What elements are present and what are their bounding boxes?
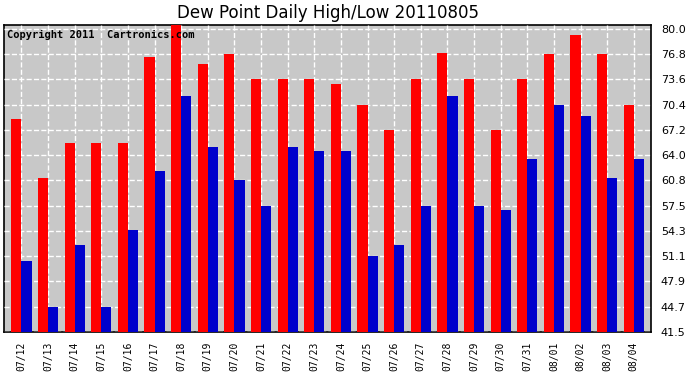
- Bar: [118, 143, 128, 332]
- Bar: [474, 206, 484, 332]
- Bar: [181, 96, 191, 332]
- Bar: [11, 120, 21, 332]
- Bar: [128, 230, 138, 332]
- Bar: [411, 80, 421, 332]
- Bar: [38, 178, 48, 332]
- Bar: [580, 116, 591, 332]
- Bar: [368, 256, 377, 332]
- Bar: [144, 57, 155, 332]
- Bar: [634, 159, 644, 332]
- Bar: [315, 151, 324, 332]
- Bar: [464, 80, 474, 332]
- Bar: [394, 245, 404, 332]
- Bar: [261, 206, 271, 332]
- Bar: [21, 261, 32, 332]
- Bar: [155, 171, 165, 332]
- Bar: [518, 80, 527, 332]
- Bar: [304, 80, 315, 332]
- Bar: [341, 151, 351, 332]
- Bar: [277, 80, 288, 332]
- Bar: [331, 84, 341, 332]
- Bar: [224, 54, 235, 332]
- Bar: [421, 206, 431, 332]
- Bar: [607, 178, 618, 332]
- Bar: [171, 25, 181, 332]
- Bar: [235, 180, 244, 332]
- Bar: [437, 53, 447, 332]
- Text: Copyright 2011  Cartronics.com: Copyright 2011 Cartronics.com: [8, 30, 195, 40]
- Bar: [544, 54, 554, 332]
- Bar: [48, 307, 58, 332]
- Bar: [624, 105, 634, 332]
- Bar: [75, 245, 85, 332]
- Bar: [571, 35, 580, 332]
- Bar: [527, 159, 538, 332]
- Bar: [101, 307, 112, 332]
- Bar: [554, 105, 564, 332]
- Bar: [491, 130, 501, 332]
- Bar: [251, 80, 261, 332]
- Bar: [357, 105, 368, 332]
- Bar: [288, 147, 298, 332]
- Bar: [447, 96, 457, 332]
- Bar: [65, 143, 75, 332]
- Bar: [91, 143, 101, 332]
- Bar: [208, 147, 218, 332]
- Bar: [597, 54, 607, 332]
- Bar: [198, 64, 208, 332]
- Title: Dew Point Daily High/Low 20110805: Dew Point Daily High/Low 20110805: [177, 4, 479, 22]
- Bar: [501, 210, 511, 332]
- Bar: [384, 130, 394, 332]
